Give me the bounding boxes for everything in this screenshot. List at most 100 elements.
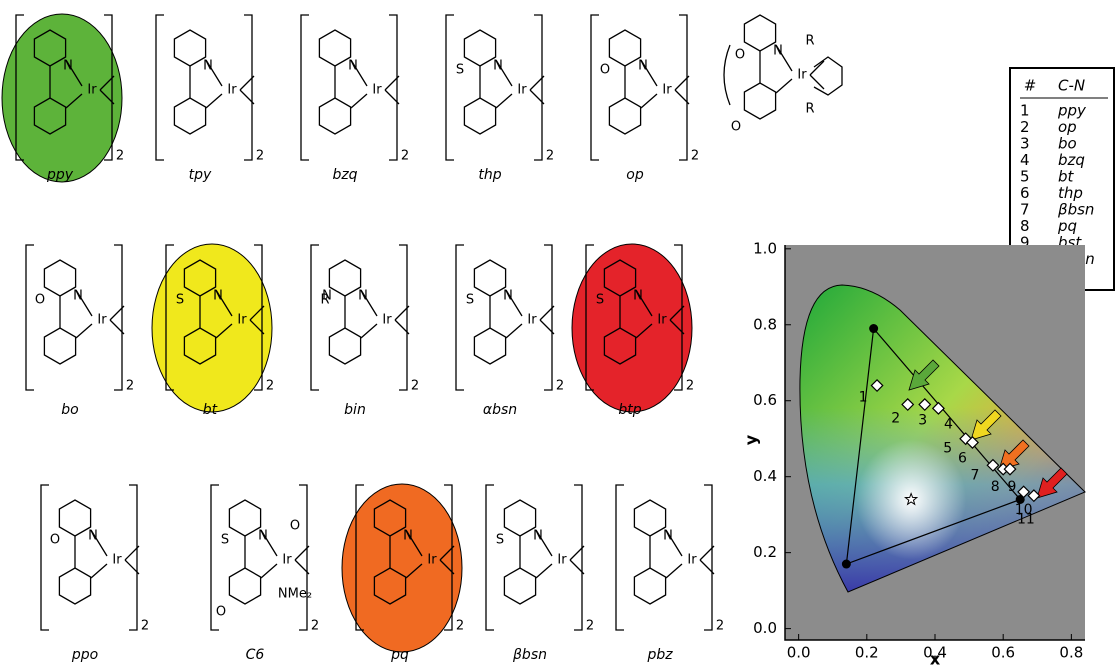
molecule: NSIr2 — [572, 244, 694, 412]
bond — [75, 530, 139, 578]
table-header: C-N — [1058, 77, 1085, 95]
molecule: SNIr2 — [152, 244, 274, 412]
bracket — [41, 485, 137, 630]
atom-label: N — [633, 289, 643, 304]
ring — [504, 500, 535, 536]
atom-label: Ir — [657, 313, 667, 328]
compound-label: αbsn — [483, 402, 517, 418]
bond — [760, 45, 824, 93]
atom-label: O — [35, 293, 45, 308]
molecule: NIr2 — [301, 15, 409, 164]
bond — [480, 60, 544, 108]
bracket — [26, 245, 122, 390]
triangle-vertex — [869, 324, 878, 333]
y-tick-label: 1.0 — [753, 239, 777, 257]
ring — [174, 30, 205, 66]
bracket — [486, 485, 582, 630]
table-cell: thp — [1058, 184, 1083, 202]
ring — [504, 568, 535, 604]
point-label: 6 — [958, 451, 967, 467]
ring — [609, 30, 640, 66]
point-label: 1 — [859, 390, 868, 406]
point-label: 7 — [970, 467, 979, 483]
atom-label: 2 — [116, 149, 124, 164]
atom-label: Ir — [97, 313, 107, 328]
atom-label: N — [203, 59, 213, 74]
y-tick-label: 0.6 — [753, 391, 777, 409]
ring — [474, 260, 505, 296]
bracket — [156, 15, 252, 160]
x-tick-label: 0.2 — [855, 644, 879, 662]
atom-label: N — [638, 59, 648, 74]
atom-label: Ir — [427, 553, 437, 568]
atom-label: 2 — [311, 619, 319, 634]
atom-label: 2 — [141, 619, 149, 634]
bracket — [591, 15, 687, 160]
compound-label: pq — [390, 647, 409, 663]
atom-label: O — [50, 533, 60, 548]
compound-label: tpy — [189, 167, 212, 183]
table-cell: pq — [1057, 217, 1077, 235]
bond — [190, 60, 254, 108]
ring — [44, 328, 75, 364]
ring — [229, 500, 260, 536]
atom-label: N — [773, 44, 783, 59]
atom-label: 2 — [126, 379, 134, 394]
point-label: 8 — [991, 479, 1000, 495]
atom-label: 2 — [456, 619, 464, 634]
atom-label: N — [493, 59, 503, 74]
point-label: 11 — [1017, 512, 1035, 528]
atom-label: S — [496, 533, 504, 548]
ring — [634, 500, 665, 536]
atom-label: 2 — [266, 379, 274, 394]
compound-label: bzq — [332, 167, 357, 183]
compound-label: op — [626, 167, 644, 183]
bond — [490, 290, 554, 338]
molecule: NIr2 — [342, 484, 464, 652]
atom-label: Ir — [527, 313, 537, 328]
ring — [59, 568, 90, 604]
ring — [744, 15, 775, 51]
y-tick-label: 0.8 — [753, 315, 777, 333]
molecule: ONIr2 — [26, 245, 134, 394]
atom-label: 2 — [691, 149, 699, 164]
ring — [329, 328, 360, 364]
bond — [345, 290, 409, 338]
molecule: SNIr2 — [456, 245, 564, 394]
atom-label: Ir — [382, 313, 392, 328]
bond — [60, 290, 124, 338]
table-cell: 8 — [1020, 217, 1030, 235]
bracket — [446, 15, 542, 160]
ring — [744, 83, 775, 119]
table-cell: bt — [1058, 168, 1075, 186]
point-label: 3 — [918, 413, 927, 429]
atom-label: 2 — [556, 379, 564, 394]
atom-label: S — [176, 293, 184, 308]
point-label: 2 — [891, 411, 900, 427]
triangle-vertex — [842, 560, 851, 569]
table-cell: βbsn — [1057, 201, 1094, 219]
molecule: SNIr2 — [486, 485, 594, 634]
ring — [229, 568, 260, 604]
atom-label: Ir — [372, 83, 382, 98]
atom-label: Ir — [687, 553, 697, 568]
y-tick-label: 0.0 — [753, 619, 777, 637]
atom-label: 2 — [686, 379, 694, 394]
point-label: 5 — [943, 441, 952, 457]
atom-label: O — [731, 120, 741, 135]
compound-label: bin — [344, 402, 366, 418]
point-label: 4 — [944, 416, 953, 432]
atom-label: S — [221, 533, 229, 548]
atom-label: NMe₂ — [278, 587, 312, 602]
atom-label: 2 — [546, 149, 554, 164]
ring — [319, 98, 350, 134]
table-cell: 6 — [1020, 184, 1030, 202]
highlight-oval — [152, 244, 272, 412]
highlight-oval — [572, 244, 692, 412]
compound-label: C6 — [246, 647, 265, 663]
highlight-oval — [2, 14, 122, 182]
atom-label: O — [216, 605, 226, 620]
y-tick-label: 0.4 — [753, 467, 777, 485]
figure: NIr2ppyNIr2tpyNIr2bzqNSIr2thpONIr2opNIrO… — [0, 0, 1116, 668]
